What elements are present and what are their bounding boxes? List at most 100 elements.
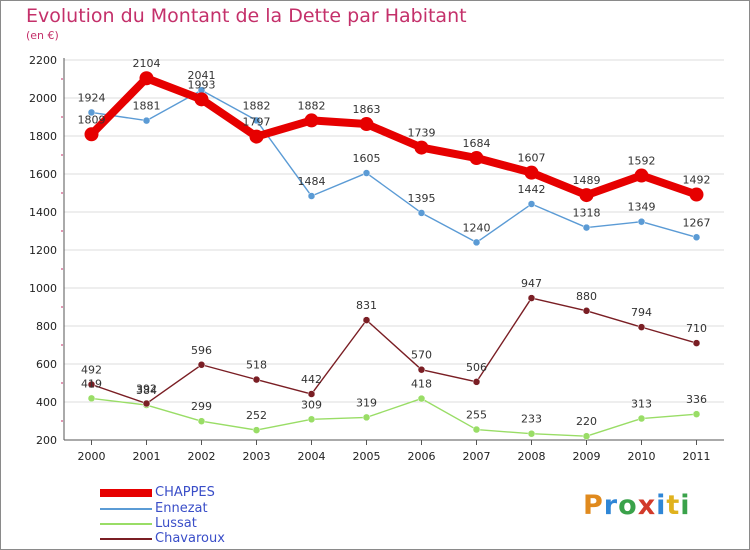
labels-ennezat: 1924 1881 2041 1882 1484 1605 1395 1240 1442 1318… [78, 69, 711, 234]
legend-label: Ennezat [155, 501, 208, 516]
data-label: 392 [136, 383, 157, 396]
series-lussat [87, 394, 701, 440]
data-label: 336 [686, 393, 707, 406]
data-point [142, 116, 151, 125]
data-label: 596 [191, 344, 212, 357]
y-tick-label: 600 [36, 358, 57, 371]
data-point [579, 188, 594, 203]
x-tick-label: 2000 [78, 450, 106, 463]
data-label: 1863 [353, 103, 381, 116]
data-label: 1492 [683, 174, 711, 187]
data-label: 492 [81, 364, 102, 377]
data-label: 255 [466, 409, 487, 422]
data-point [692, 410, 701, 418]
data-point [197, 361, 206, 369]
data-point [524, 165, 539, 180]
data-point [252, 375, 261, 384]
data-point [194, 92, 209, 107]
chart-unit-subtitle: (en €) [26, 29, 59, 42]
data-point [142, 399, 151, 408]
series-line [87, 74, 701, 200]
data-label: 1607 [518, 152, 546, 165]
data-point [637, 217, 646, 226]
data-label: 1592 [628, 155, 656, 168]
data-label: 518 [246, 359, 267, 372]
data-label: 1240 [463, 221, 491, 234]
data-label: 570 [411, 349, 432, 362]
legend-label: Chavaroux [155, 531, 225, 546]
data-point [527, 429, 536, 438]
data-point [84, 127, 99, 142]
y-tick-label: 2000 [29, 92, 57, 105]
x-tick-label: 2007 [463, 450, 491, 463]
y-tick-label: 2200 [29, 54, 57, 67]
data-point [689, 187, 704, 202]
data-point [414, 140, 429, 155]
data-point [307, 192, 316, 200]
data-label: 233 [521, 413, 542, 426]
x-tick-label: 2010 [628, 450, 656, 463]
data-label: 1484 [298, 175, 326, 188]
data-point [692, 233, 701, 242]
data-label: 1924 [78, 91, 106, 104]
y-tick-label: 1200 [29, 244, 57, 257]
data-label: 1882 [298, 99, 326, 112]
data-point [417, 394, 426, 403]
data-point [249, 129, 264, 144]
x-tick-label: 2011 [683, 450, 711, 463]
x-tick-label: 2005 [353, 450, 381, 463]
legend-swatch [100, 507, 152, 510]
data-label: 1881 [133, 100, 161, 113]
data-label: 710 [686, 322, 707, 335]
y-tick-label: 1600 [29, 168, 57, 181]
data-label: 418 [411, 378, 432, 391]
legend-item-chavaroux: Chavaroux [100, 531, 225, 546]
data-point [87, 108, 96, 117]
legend-label: Lussat [155, 516, 197, 531]
data-point [307, 415, 316, 424]
series-line [90, 297, 698, 405]
data-point [637, 323, 646, 331]
data-point [362, 316, 371, 324]
series-chavaroux [87, 294, 701, 408]
y-tick-label: 200 [36, 434, 57, 447]
labels-chappes: 1809 2104 1993 1797 1882 1863 1739 1684 1607 1489… [78, 57, 711, 187]
legend-swatch [100, 522, 152, 525]
x-tick-label: 2002 [188, 450, 216, 463]
data-point [527, 294, 536, 302]
legend-swatch [100, 537, 152, 540]
labels-chavaroux: 492 392 596 518 442 831 570 506 947 880 794 710 [81, 277, 707, 395]
data-label: 1489 [573, 174, 601, 187]
legend-item-lussat: Lussat [100, 516, 197, 531]
legend-label: CHAPPES [155, 485, 215, 500]
x-tick-label: 2001 [133, 450, 161, 463]
legend-swatch [100, 488, 152, 497]
y-tick-label: 1400 [29, 206, 57, 219]
series-chappes [84, 71, 704, 203]
data-label: 419 [81, 377, 102, 390]
data-label: 1797 [243, 116, 271, 129]
data-point [417, 365, 426, 374]
data-label: 1267 [683, 216, 711, 229]
data-point [634, 168, 649, 183]
data-point [472, 425, 481, 434]
y-tick-label: 800 [36, 320, 57, 333]
data-point [472, 378, 481, 386]
data-label: 384 [136, 384, 157, 397]
data-label: 1605 [353, 152, 381, 165]
x-tick-label: 2009 [573, 450, 601, 463]
data-point [307, 390, 316, 398]
data-label: 794 [631, 306, 652, 319]
data-point [469, 151, 484, 166]
data-label: 1993 [188, 78, 216, 91]
data-point [87, 394, 96, 403]
legend-item-ennezat: Ennezat [100, 501, 208, 516]
data-label: 1739 [408, 127, 436, 140]
labels-lussat: 419 384 299 252 309 319 418 255 233 220 313 336 [81, 377, 707, 428]
y-tick-label: 1000 [29, 282, 57, 295]
data-label: 309 [301, 398, 322, 411]
series-line [90, 89, 698, 244]
data-point [359, 117, 374, 132]
data-label: 442 [301, 373, 322, 386]
